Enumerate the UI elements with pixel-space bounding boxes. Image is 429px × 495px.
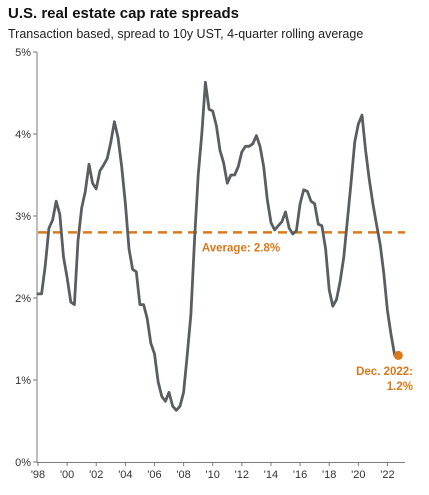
x-tick-label: '20 xyxy=(351,469,365,481)
x-tick-label: '10 xyxy=(206,469,220,481)
y-tick-label: 1% xyxy=(15,375,31,387)
x-tick-label: '04 xyxy=(118,469,132,481)
end-point-marker xyxy=(393,350,403,360)
average-label: Average: 2.8% xyxy=(202,242,280,254)
y-tick-label: 4% xyxy=(15,129,31,141)
x-ticks: '98 '00 '02 '04 '06 '08 '10 '12 '14 '16 '18 '20 '22 xyxy=(31,462,395,481)
x-tick-label: '02 xyxy=(89,469,103,481)
x-tick-label: '12 xyxy=(235,469,249,481)
x-tick-label: '08 xyxy=(176,469,190,481)
x-tick-label: '98 xyxy=(31,469,45,481)
x-tick-label: '18 xyxy=(322,469,336,481)
y-tick-label: 2% xyxy=(15,293,31,305)
x-tick-label: '06 xyxy=(147,469,161,481)
cap-rate-spread-series xyxy=(36,80,400,412)
end-point-label-line1: Dec. 2022: xyxy=(356,366,413,378)
x-tick-label: '00 xyxy=(60,469,74,481)
x-tick-label: '16 xyxy=(293,469,307,481)
y-tick-label: 5% xyxy=(15,47,31,59)
y-tick-label: 3% xyxy=(15,211,31,223)
x-tick-label: '22 xyxy=(380,469,394,481)
chart-title: U.S. real estate cap rate spreads xyxy=(8,5,239,22)
y-tick-label: 0% xyxy=(15,457,31,469)
end-point-label-line2: 1.2% xyxy=(387,381,413,393)
y-ticks: 0% 1% 2% 3% 4% 5% xyxy=(15,47,37,469)
x-tick-label: '14 xyxy=(264,469,278,481)
chart-subtitle: Transaction based, spread to 10y UST, 4-… xyxy=(8,27,364,41)
